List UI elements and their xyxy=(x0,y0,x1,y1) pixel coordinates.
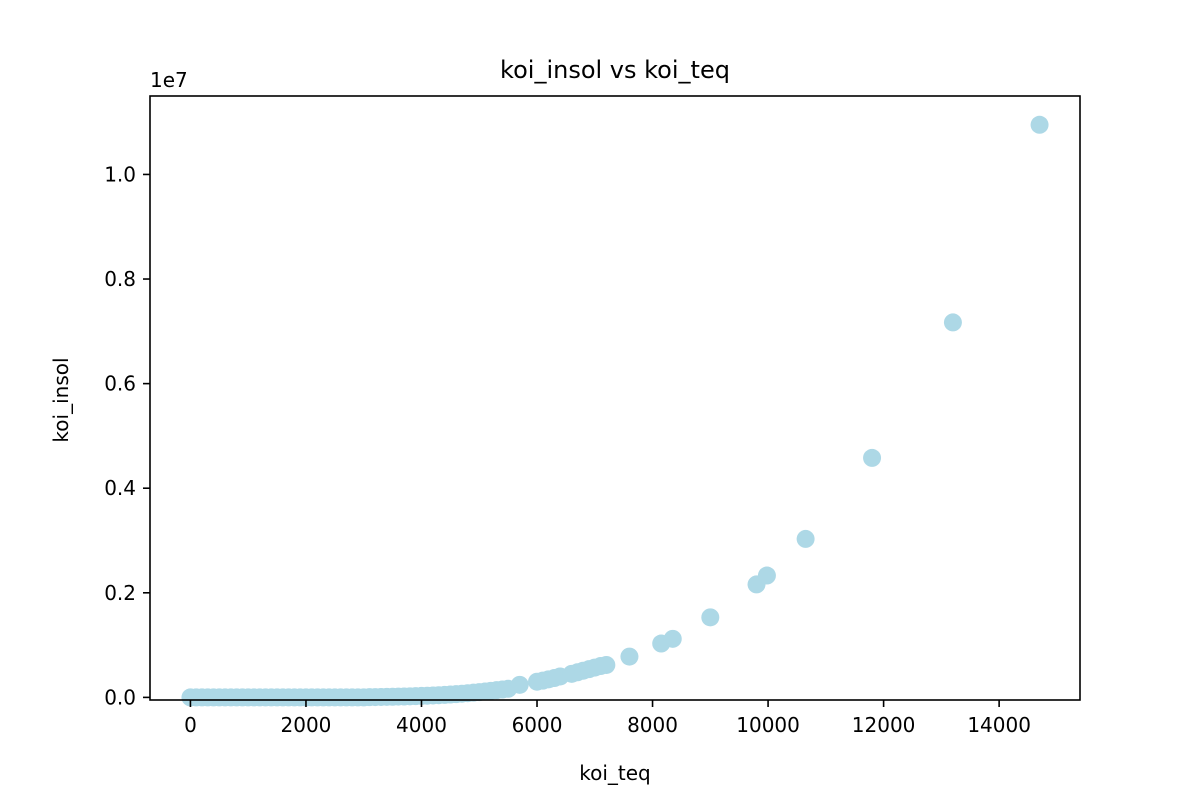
x-axis-label: koi_teq xyxy=(579,761,651,785)
data-point xyxy=(863,448,882,467)
data-point xyxy=(1030,115,1049,134)
x-tick-label: 10000 xyxy=(736,713,800,737)
y-tick-label: 0.0 xyxy=(104,685,136,709)
y-offset-label: 1e7 xyxy=(150,68,188,92)
x-tick-label: 8000 xyxy=(627,713,678,737)
x-ticks: 0 2000 4000 6000 8000 10000 12000 14000 xyxy=(184,700,1031,737)
data-point xyxy=(943,313,962,332)
y-tick-label: 1.0 xyxy=(104,162,136,186)
x-tick-label: 6000 xyxy=(512,713,563,737)
data-point xyxy=(757,566,776,585)
x-tick-label: 12000 xyxy=(852,713,916,737)
y-tick-label: 0.6 xyxy=(104,372,136,396)
x-tick-label: 2000 xyxy=(281,713,332,737)
y-tick-label: 0.2 xyxy=(104,581,136,605)
data-point xyxy=(620,647,639,666)
y-tick-label: 0.4 xyxy=(104,476,136,500)
x-tick-label: 14000 xyxy=(967,713,1031,737)
chart-title: koi_insol vs koi_teq xyxy=(500,56,730,84)
x-tick-label: 4000 xyxy=(396,713,447,737)
data-point xyxy=(796,529,815,548)
y-ticks: 0.0 0.2 0.4 0.6 0.8 1.0 xyxy=(104,162,150,709)
y-tick-label: 0.8 xyxy=(104,267,136,291)
data-point xyxy=(701,608,720,627)
y-axis-label: koi_insol xyxy=(49,357,73,442)
x-tick-label: 0 xyxy=(184,713,197,737)
plot-frame xyxy=(149,95,1081,701)
data-point xyxy=(597,655,616,674)
data-point xyxy=(510,675,529,694)
data-point xyxy=(663,629,682,648)
